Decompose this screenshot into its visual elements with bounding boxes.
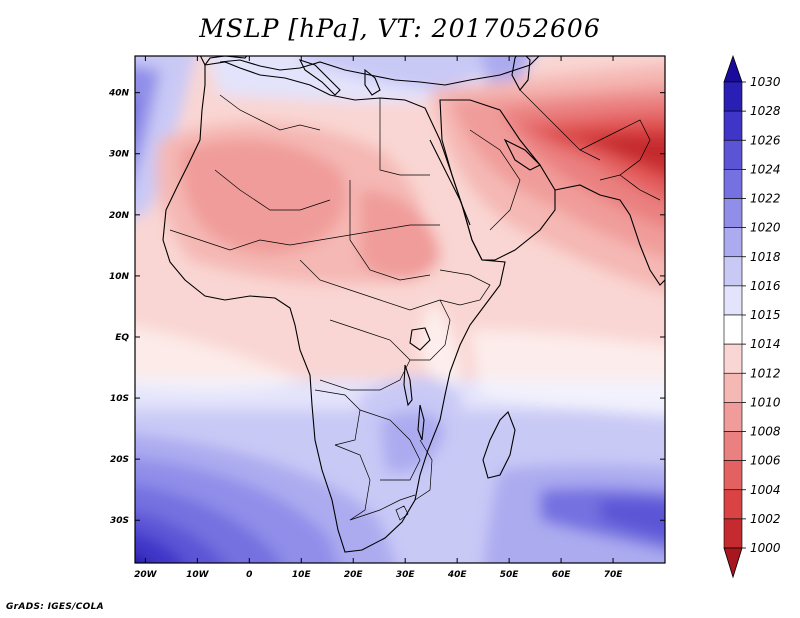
colorbar-label: 1000 [750,541,781,555]
country-borders [169,89,661,521]
europe-coastline [219,56,540,86]
lake-victoria [409,327,431,351]
colorbar-arrow-bottom [723,547,743,579]
pressure-field [135,56,665,563]
colorbar-segment [723,489,743,520]
greece-coastline [364,68,381,96]
colorbar-label: 1006 [750,454,781,468]
colorbar-label: 1004 [750,483,781,497]
x-tick-label: 20E [344,570,364,580]
border-central [299,259,441,311]
border-drc [319,319,411,391]
colorbar-label: 1018 [750,250,781,264]
plot-frame [134,55,666,564]
lesotho [395,505,409,521]
y-tick-label: 30S [110,516,129,526]
colorbar-label: 1015 [750,308,781,322]
colorbar-label: 1030 [750,75,781,89]
madagascar-coastline [482,411,516,479]
colorbar-label: 1002 [750,512,781,526]
border-iran [519,89,601,161]
y-axis: 40N 30N 20N 10N EQ 10S 20S 30S [108,89,665,526]
coastlines [162,56,665,553]
colorbar-label: 1022 [750,192,781,206]
colorbar-label: 1010 [750,395,781,409]
border-east-africa [410,299,451,361]
south-asia-coastline [554,184,665,286]
colorbar-segment [723,460,743,491]
colorbar-label: 1016 [750,279,781,293]
y-tick-label: 10N [109,272,130,282]
chart-title: MSLP [hPa], VT: 2017052606 [199,14,601,43]
colorbar-segment [723,198,743,228]
x-tick-label: 10W [186,570,210,580]
colorbar-segment [723,285,743,316]
border-libya-egypt [379,98,430,176]
colorbar-arrow-top [723,54,743,83]
y-tick-label: 20N [109,211,130,221]
lake-tanganyika [403,364,413,407]
red-sea-coastline [429,139,471,226]
colorbar: 1030 1028 1026 1024 1022 1020 1018 1016 1015 1014… [723,54,781,579]
colorbar-segment [723,343,743,374]
x-tick-label: 40E [447,570,468,580]
x-axis: 20W 10W 0 10E 20E 30E 40E 50E 60E 70E [134,56,623,580]
x-tick-label: 60E [552,570,572,580]
border-arabia [469,129,521,231]
y-tick-label: 30N [109,150,130,160]
y-tick-label: EQ [115,333,129,343]
colorbar-segment [723,402,743,432]
border-sahel [169,224,440,251]
colorbar-label: 1020 [750,221,781,235]
colorbar-segment [723,227,743,258]
iberia-coastline [199,56,248,67]
colorbar-label: 1024 [750,162,781,176]
africa-coastline [162,61,506,553]
border-chad-sudan [349,180,431,281]
y-tick-label: 40N [108,89,130,99]
x-tick-label: 50E [500,570,520,580]
colorbar-segment [723,81,743,112]
lake-malawi [417,404,425,441]
colorbar-segment [723,256,743,287]
border-pakistan [579,119,651,181]
colorbar-label: 1012 [750,366,781,380]
colorbar-segment [723,110,743,141]
colorbar-segment [723,431,743,461]
border-mozambique [414,439,433,501]
colorbar-segment [723,518,743,549]
x-tick-label: 20W [134,570,158,580]
x-tick-label: 0 [246,570,252,580]
border-india [619,174,661,201]
grads-credit: GrADS: IGES/COLA [6,602,104,612]
colorbar-label: 1028 [750,104,781,118]
colorbar-label: 1008 [750,425,781,439]
persian-gulf-coastline [503,138,541,171]
y-tick-label: 10S [110,394,129,404]
colorbar-label: 1014 [750,337,781,351]
x-tick-label: 70E [604,570,624,580]
colorbar-segment [723,169,743,199]
colorbar-segment [723,314,743,345]
colorbar-segment [723,139,743,170]
x-tick-label: 10E [292,570,312,580]
italy-coastline [298,59,341,96]
colorbar-label: 1026 [750,133,781,147]
border-zambia-zimbabwe [359,409,421,481]
y-tick-label: 20S [110,455,129,465]
border-south-africa [349,494,416,521]
colorbar-segment [723,372,743,403]
x-tick-label: 30E [396,570,416,580]
border-maghreb [219,94,321,131]
border-ethiopia [439,269,491,306]
border-mali-niger [214,169,331,211]
arabia-coastline [439,99,556,261]
border-namibia-botswana [334,444,371,521]
